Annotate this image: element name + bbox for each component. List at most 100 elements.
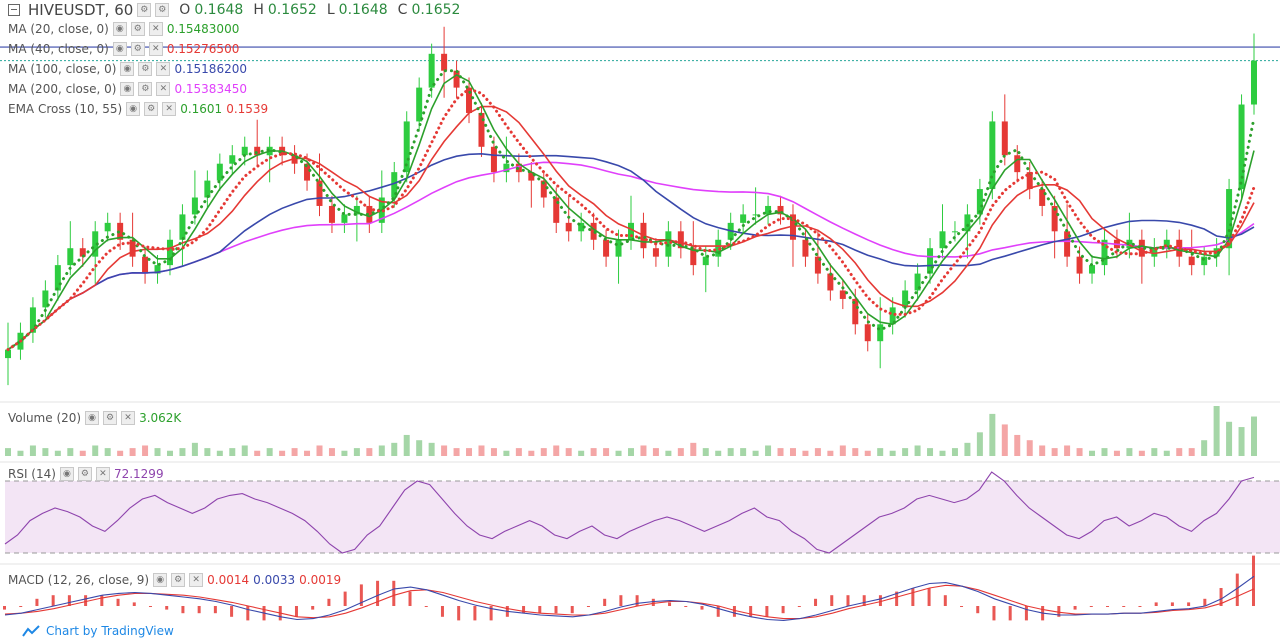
candle-body [304, 163, 311, 181]
volume-bar [1226, 421, 1233, 456]
legend-macd: MACD (12, 26, close, 9) ◉ ⚙ ✕ 0.0014 0.003… [8, 573, 341, 587]
close-icon[interactable]: ✕ [162, 102, 177, 116]
volume-bar [466, 448, 473, 456]
eye-icon[interactable]: ◉ [112, 22, 127, 36]
volume-bar [677, 448, 684, 456]
volume-bar [229, 448, 236, 456]
volume-bar [777, 448, 784, 456]
legend-ma100: MA (100, close, 0) ◉ ⚙ ✕ 0.15186200 [8, 62, 247, 76]
close-icon[interactable]: ✕ [148, 22, 163, 36]
volume-bar [117, 450, 124, 456]
gear-icon[interactable]: ⚙ [137, 3, 152, 17]
gear-icon[interactable]: ⚙ [171, 573, 186, 587]
gear-icon[interactable]: ⚙ [130, 42, 145, 56]
volume-bar [1126, 448, 1133, 456]
gear-icon[interactable]: ⚙ [103, 411, 118, 425]
candle-body [927, 248, 934, 274]
volume-bar [827, 450, 834, 456]
candle-body [291, 155, 298, 164]
volume-bar [839, 445, 846, 456]
macd-histogram-bar [3, 606, 6, 610]
volume-bar [628, 448, 634, 456]
volume-bar [1238, 427, 1245, 456]
eye-icon[interactable]: ◉ [85, 411, 100, 425]
volume-pane [5, 406, 1257, 456]
volume-bar [1163, 450, 1170, 456]
candle-body [478, 112, 485, 147]
eye-icon[interactable]: ◉ [126, 102, 141, 116]
volume-bar [1076, 448, 1083, 456]
ema-fast-line [6, 69, 1256, 352]
close-icon[interactable]: ✕ [156, 62, 171, 76]
candle-body [777, 205, 784, 215]
candle-body [104, 222, 111, 232]
volume-bar [490, 448, 497, 456]
ema-cross-name: EMA Cross (10, 55) [8, 102, 123, 116]
legend-rsi: RSI (14) ◉ ⚙ ✕ 72.1299 [8, 467, 164, 481]
macd-histogram-bar [976, 606, 980, 614]
candle-body [1201, 256, 1208, 266]
rsi-name: RSI (14) [8, 467, 56, 481]
close-icon[interactable]: ✕ [121, 411, 136, 425]
macd-name: MACD (12, 26, close, 9) [8, 573, 150, 587]
volume-bar [877, 448, 884, 456]
macd-histogram-bar [311, 606, 315, 610]
ma200-value: 0.15383450 [174, 82, 247, 96]
gear-icon[interactable]: ⚙ [130, 22, 145, 36]
candle-body [67, 248, 74, 266]
candle-body [79, 248, 86, 257]
volume-bar [1014, 434, 1021, 456]
close-icon[interactable]: ✕ [148, 42, 163, 56]
volume-bar [528, 450, 535, 456]
tradingview-brand[interactable]: Chart by TradingView [22, 624, 174, 638]
macd-histogram-bar [84, 595, 88, 606]
volume-bar [902, 448, 909, 456]
legend-volume: Volume (20) ◉ ⚙ ✕ 3.062K [8, 411, 181, 425]
candle-body [42, 290, 49, 308]
close-icon[interactable]: ✕ [95, 467, 110, 481]
candle-body [578, 222, 585, 232]
macd-histogram-bar [749, 606, 753, 617]
volume-bar [989, 413, 996, 456]
candle-body [191, 197, 198, 215]
gear-icon[interactable]: ⚙ [77, 467, 92, 481]
candle-body [740, 214, 747, 223]
eye-icon[interactable]: ◉ [112, 42, 127, 56]
eye-icon[interactable]: ◉ [153, 573, 168, 587]
volume-bar [1213, 406, 1220, 456]
eye-icon[interactable]: ◉ [120, 82, 135, 96]
volume-bar [1188, 448, 1195, 456]
candle-body [229, 155, 236, 164]
close-icon[interactable]: ✕ [189, 573, 204, 587]
volume-bar [428, 442, 435, 456]
candle-body [690, 248, 697, 266]
macd-histogram-bar [538, 606, 542, 614]
macd-histogram-bar [1170, 602, 1174, 606]
eye-icon[interactable]: ◉ [120, 62, 135, 76]
gear-icon[interactable]: ⚙ [144, 102, 159, 116]
volume-bar [1101, 448, 1108, 456]
macd-histogram-bar [148, 606, 152, 607]
candle-body [154, 265, 161, 274]
candle-body [1026, 172, 1033, 190]
gear-icon[interactable]: ⚙ [138, 82, 153, 96]
macd-histogram-bar [960, 606, 964, 607]
close-icon[interactable]: ✕ [156, 82, 171, 96]
legend-ma20: MA (20, close, 0) ◉ ⚙ ✕ 0.15483000 [8, 22, 239, 36]
candle-body [1039, 189, 1046, 206]
volume-bar [129, 448, 136, 456]
macd-histogram-bar [1057, 606, 1061, 617]
ma40-name: MA (40, close, 0) [8, 42, 109, 56]
candle-body [603, 239, 610, 257]
candle-body [976, 189, 983, 215]
gear-icon[interactable]: ⚙ [138, 62, 153, 76]
collapse-icon[interactable] [8, 4, 20, 16]
candle-body [951, 231, 958, 233]
macd-histogram-bar [457, 606, 461, 621]
settings-icon[interactable]: ⚙ [155, 3, 170, 17]
volume-bar [603, 448, 610, 456]
macd-histogram-bar [619, 595, 623, 606]
candle-body [416, 87, 423, 122]
eye-icon[interactable]: ◉ [59, 467, 74, 481]
